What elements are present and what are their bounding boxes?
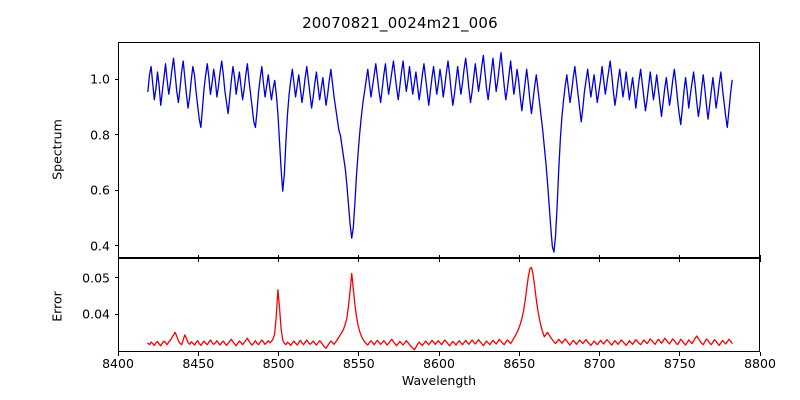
spectrum-tick-mark [114,245,118,247]
x-tick-mark [358,352,360,356]
x-tick-mark [759,352,761,356]
error-panel [118,258,760,352]
spectrum-data-line [147,52,733,253]
error-plot-area [147,266,733,351]
x-tick-label: 8450 [182,356,215,371]
x-tick-mark [117,352,119,356]
spectrum-tick-mark [114,189,118,191]
spectrum-tick-label: 0.4 [90,238,110,254]
x-tick-mark-upper [358,254,360,258]
x-tick-mark-upper [759,254,761,258]
x-tick-label: 8550 [342,356,375,371]
x-tick-mark-mid [518,258,520,262]
spectrum-plot-area [147,52,733,253]
x-tick-mark [679,352,681,356]
spectrum-tick-label: 1.0 [90,71,110,87]
x-tick-mark-mid [358,258,360,262]
error-tick-mark [114,313,118,315]
spectrum-axis-label: Spectrum [49,119,65,180]
x-tick-mark-upper [438,254,440,258]
x-tick-mark-mid [197,258,199,262]
x-tick-label: 8750 [663,356,696,371]
x-tick-mark-upper [197,254,199,258]
x-tick-mark-mid [599,258,601,262]
error-tick-label: 0.05 [82,270,110,286]
x-tick-mark-upper [278,254,280,258]
spectrum-tick-mark [114,78,118,80]
x-tick-mark [197,352,199,356]
x-tick-label: 8600 [423,356,455,371]
x-tick-mark-mid [679,258,681,262]
x-tick-mark-mid [759,258,761,262]
x-tick-label: 8800 [744,356,776,371]
x-tick-mark [438,352,440,356]
error-tick-label: 0.04 [82,306,110,322]
error-data-line [147,266,733,351]
x-tick-mark-upper [679,254,681,258]
x-axis-label: Wavelength [401,373,477,388]
error-axis-label: Error [49,291,65,322]
spectrum-tick-mark [114,134,118,136]
x-tick-mark-mid [438,258,440,262]
x-tick-mark-upper [599,254,601,258]
x-tick-mark-mid [117,258,119,262]
x-tick-mark-upper [518,254,520,258]
page-title: 20070821_0024m21_006 [302,14,498,32]
spectrum-tick-label: 0.6 [90,182,110,198]
error-tick-mark [114,277,118,279]
spectrum-panel [118,42,760,258]
x-tick-mark [518,352,520,356]
x-tick-mark-mid [278,258,280,262]
spectrum-tick-label: 0.8 [90,127,110,143]
x-tick-mark [599,352,601,356]
x-tick-mark [278,352,280,356]
x-tick-label: 8400 [102,356,134,371]
x-tick-label: 8650 [503,356,536,371]
x-tick-mark-upper [117,254,119,258]
x-tick-label: 8500 [262,356,295,371]
x-tick-label: 8700 [583,356,616,371]
